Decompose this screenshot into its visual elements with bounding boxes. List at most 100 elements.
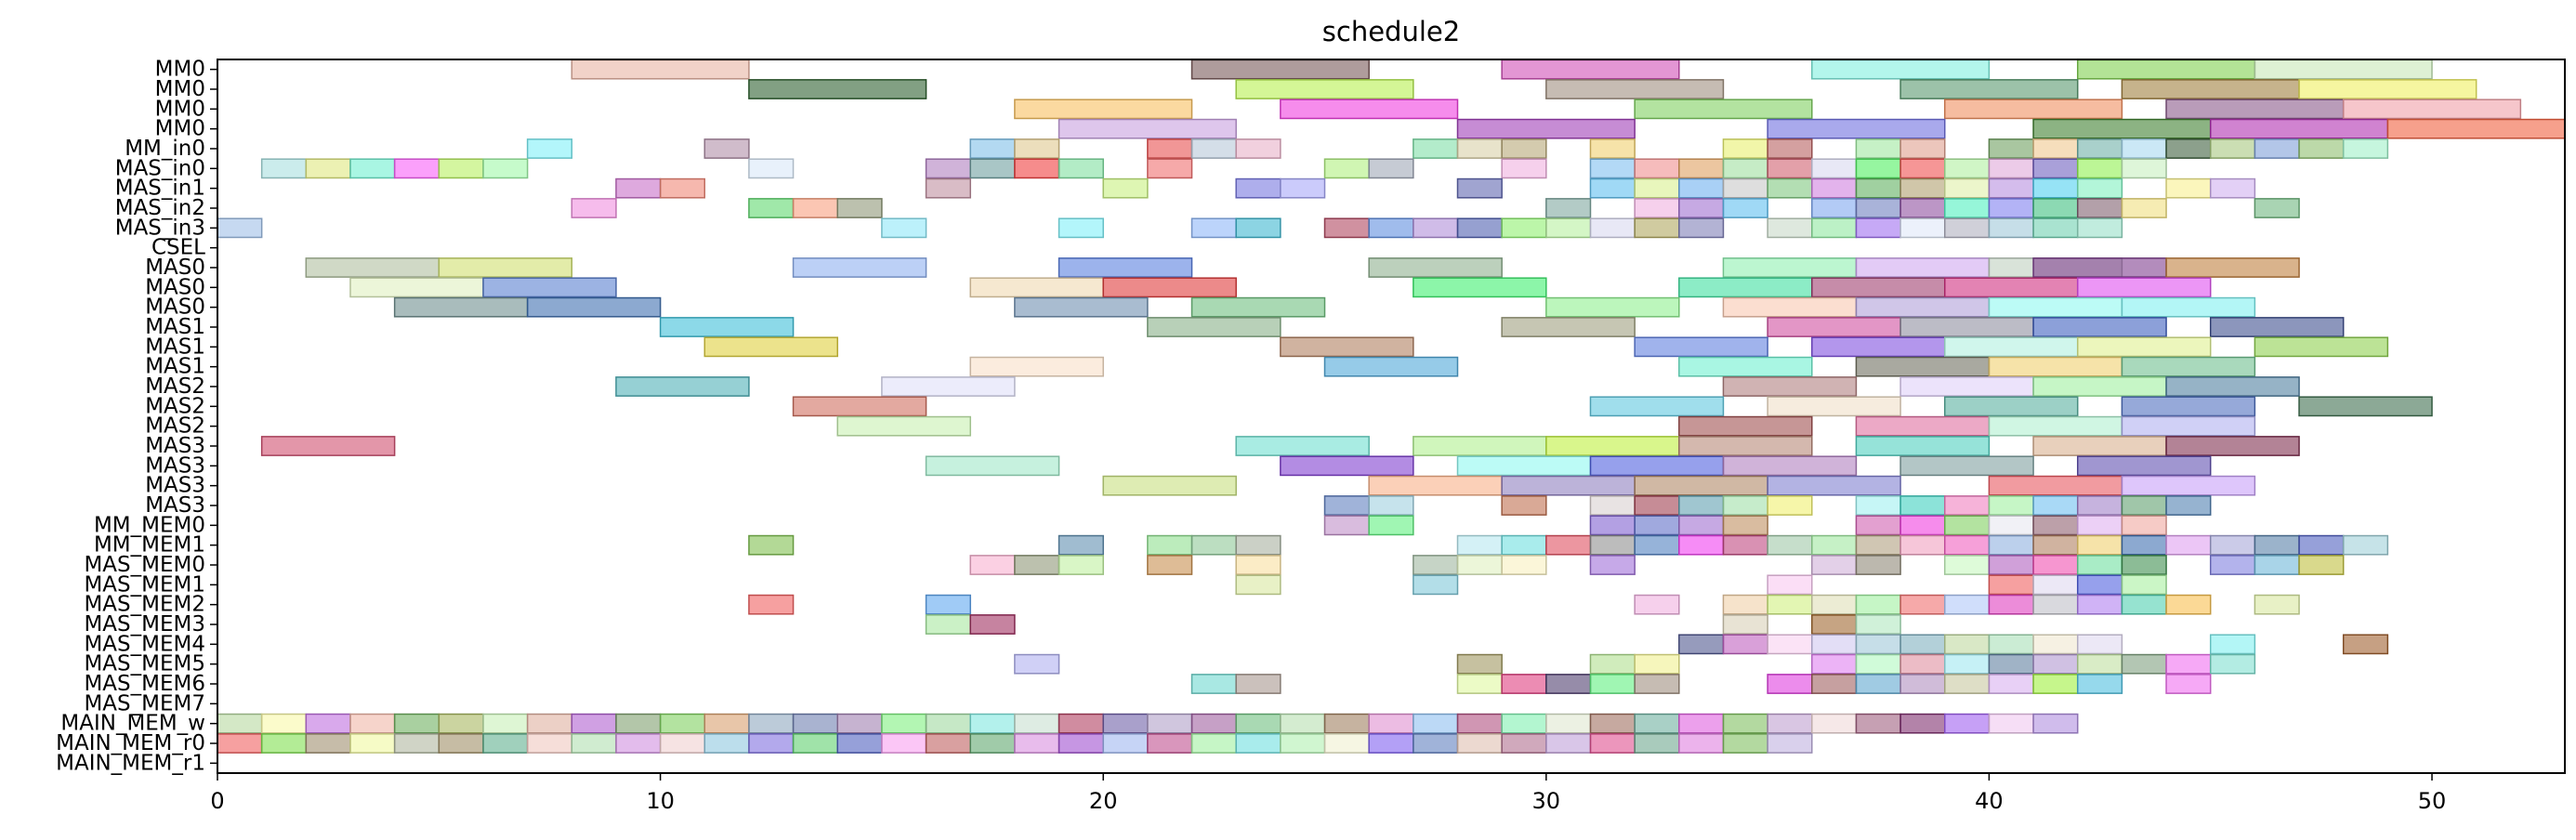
task-bar bbox=[1767, 574, 1813, 596]
task-bar bbox=[1589, 177, 1636, 199]
task-bar bbox=[526, 296, 662, 318]
task-bar bbox=[1767, 317, 1901, 337]
task-bar bbox=[1811, 713, 1858, 734]
task-bar bbox=[1058, 555, 1104, 575]
task-bar bbox=[1456, 713, 1503, 734]
task-bar bbox=[571, 713, 617, 734]
task-bar bbox=[1988, 534, 2034, 556]
task-bar bbox=[1678, 713, 1725, 734]
task-bar bbox=[438, 733, 484, 754]
task-bar bbox=[1899, 317, 2034, 337]
x-tick-label: 0 bbox=[210, 788, 224, 814]
task-bar bbox=[748, 79, 927, 99]
task-bar bbox=[1235, 574, 1281, 596]
task-bar bbox=[1811, 634, 1858, 655]
task-bar bbox=[1545, 713, 1592, 734]
task-bar bbox=[2032, 376, 2167, 397]
y-tick-label: MAS_MEM5 bbox=[84, 652, 205, 676]
task-bar bbox=[2076, 594, 2123, 615]
task-bar bbox=[393, 713, 440, 734]
task-bar bbox=[2121, 653, 2167, 675]
task-bar bbox=[438, 713, 484, 734]
task-bar bbox=[2254, 555, 2300, 575]
task-bar bbox=[2254, 336, 2389, 358]
task-bar bbox=[1368, 257, 1503, 278]
task-bar bbox=[615, 376, 750, 397]
task-bar bbox=[925, 177, 971, 199]
task-bar bbox=[526, 138, 573, 159]
task-bar bbox=[1855, 158, 1901, 179]
task-bar bbox=[1855, 634, 1901, 655]
task-bar bbox=[748, 713, 795, 734]
task-bar bbox=[482, 713, 529, 734]
y-tick-label: MAS1 bbox=[145, 315, 205, 339]
task-bar bbox=[748, 198, 795, 218]
task-bar bbox=[2121, 594, 2167, 615]
task-bar bbox=[1988, 138, 2034, 159]
plot-frame bbox=[217, 59, 2566, 774]
y-tick-label: MAS_MEM3 bbox=[84, 612, 205, 637]
task-bar bbox=[2121, 534, 2167, 556]
task-bar bbox=[2209, 118, 2389, 139]
task-bar bbox=[1722, 376, 1858, 397]
task-bar bbox=[1634, 475, 1768, 496]
task-bar bbox=[1678, 356, 1813, 377]
task-bar bbox=[1014, 98, 1193, 120]
task-bar bbox=[925, 594, 971, 615]
task-bar bbox=[1988, 158, 2034, 179]
task-bar bbox=[1855, 138, 1901, 159]
task-bar bbox=[2254, 198, 2300, 218]
y-tick-label: MAS0 bbox=[145, 256, 205, 280]
task-bar bbox=[1058, 118, 1237, 139]
task-bar bbox=[2076, 217, 2123, 239]
task-bar bbox=[1855, 296, 1991, 318]
task-bar bbox=[1855, 713, 1901, 734]
task-bar bbox=[1147, 555, 1193, 575]
task-bar bbox=[1058, 713, 1104, 734]
task-bar bbox=[1855, 594, 1901, 615]
task-bar bbox=[1589, 515, 1636, 536]
task-bar bbox=[2032, 198, 2079, 218]
task-bar bbox=[2076, 277, 2212, 298]
task-bar bbox=[2076, 177, 2123, 199]
task-bar bbox=[1767, 138, 1813, 159]
task-bar bbox=[2209, 138, 2256, 159]
task-bar bbox=[2032, 158, 2079, 179]
task-bar bbox=[925, 733, 971, 754]
task-bar bbox=[2165, 534, 2212, 556]
task-bar bbox=[836, 713, 883, 734]
task-bar bbox=[1014, 713, 1060, 734]
task-bar bbox=[2121, 79, 2300, 99]
task-bar bbox=[1058, 158, 1104, 179]
task-bar bbox=[1678, 277, 1813, 298]
task-bar bbox=[1589, 674, 1636, 694]
task-bar bbox=[659, 317, 795, 337]
task-bar bbox=[2209, 634, 2256, 655]
task-bar bbox=[1988, 713, 2034, 734]
task-bar bbox=[2032, 534, 2079, 556]
task-bar bbox=[2121, 574, 2167, 596]
task-bar bbox=[969, 356, 1104, 377]
task-bar bbox=[2076, 59, 2256, 80]
task-bar bbox=[1855, 217, 1901, 239]
task-bar bbox=[1545, 534, 1592, 556]
task-bar bbox=[1811, 674, 1858, 694]
task-bar bbox=[260, 713, 308, 734]
task-bar bbox=[925, 614, 971, 635]
task-bar bbox=[1988, 415, 2123, 437]
task-bar bbox=[703, 733, 750, 754]
task-bar bbox=[1811, 336, 1946, 358]
y-tick-label: MM0 bbox=[155, 97, 205, 121]
task-bar bbox=[1589, 733, 1636, 754]
y-tick-label: MAS_in0 bbox=[115, 156, 205, 180]
task-bar bbox=[2032, 594, 2079, 615]
task-bar bbox=[1501, 59, 1680, 80]
task-bar bbox=[482, 277, 617, 298]
y-tick-label: MM_in0 bbox=[125, 137, 205, 161]
task-bar bbox=[2165, 594, 2212, 615]
y-tick-label: MAIN_MEM_r0 bbox=[56, 731, 205, 755]
task-bar bbox=[2342, 98, 2522, 120]
task-bar bbox=[1678, 515, 1725, 536]
task-bar bbox=[1944, 198, 1991, 218]
task-bar bbox=[1280, 713, 1326, 734]
